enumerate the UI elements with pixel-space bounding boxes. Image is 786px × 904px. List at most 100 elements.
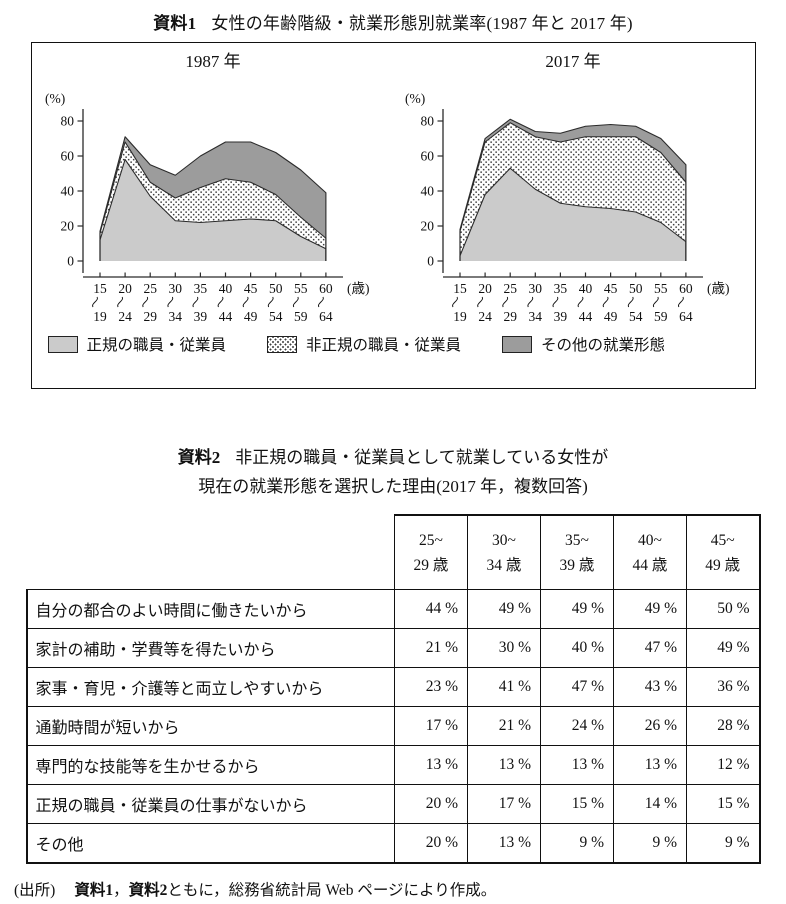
- x-tick-label-from: 30: [528, 281, 542, 296]
- x-tick-label-from: 55: [654, 281, 668, 296]
- table-blank-corner-cell: [26, 515, 395, 591]
- reason-value-cell: 47 %: [540, 667, 614, 708]
- x-tick-label-from: 15: [453, 281, 467, 296]
- x-tick-label-from: 25: [503, 281, 517, 296]
- reason-value-cell: 49 %: [686, 628, 761, 669]
- age-header-line2: 39 歳: [559, 556, 595, 574]
- chart-plot-1987: 0 20 40 60 80 (%) 15 19 20 24 25 29 30 34 35 39 40 44 45 49…: [37, 73, 390, 325]
- reason-value-cell: 26 %: [613, 706, 687, 747]
- area-other-employment-outline: [458, 118, 686, 261]
- x-tick-label-from: 50: [268, 281, 282, 296]
- reason-value-cell: 13 %: [613, 745, 687, 786]
- x-tick-label-to: 39: [553, 309, 567, 324]
- reason-value-cell: 9 %: [540, 823, 614, 865]
- y-tick-label: 0: [427, 254, 434, 269]
- x-axis-unit-label: (歳): [347, 281, 370, 296]
- reason-value-cell: 24 %: [540, 706, 614, 747]
- reason-label-cell: 家計の補助・学費等を得たいから: [25, 628, 395, 669]
- reason-label-cell: その他: [25, 823, 395, 865]
- y-axis-unit-label: (%): [45, 91, 65, 106]
- age-header-line2: 44 歳: [632, 556, 668, 574]
- age-column-header: 45~ 49 歳: [686, 514, 761, 591]
- age-column-header: 40~ 44 歳: [613, 514, 687, 591]
- y-axis-unit-label: (%): [405, 91, 425, 106]
- x-tick-label-to: 44: [218, 309, 232, 324]
- x-tick-label-from: 15: [93, 281, 107, 296]
- chart-title-1987: 1987 年: [185, 52, 241, 71]
- area-regular-employees: [459, 168, 686, 261]
- x-tick-label-to: 34: [528, 309, 542, 324]
- shiryo2-title-line1: 非正規の職員・従業員として就業している女性が: [235, 448, 609, 467]
- legend-item-dots: 非正規の職員・従業員: [267, 333, 461, 355]
- area-nonregular-employees-outline: [458, 122, 686, 261]
- y-tick-label: 80: [60, 114, 74, 129]
- range-wave-glyph: [317, 296, 324, 308]
- shiryo2-label: 資料2: [177, 448, 221, 467]
- x-tick-label-from: 55: [294, 281, 308, 296]
- age-column-header: 25~ 29 歳: [394, 514, 468, 591]
- source-rest: ともに，総務省統計局 Web ページにより作成。: [167, 882, 497, 900]
- figure-box: 1987 年 0 20 40 60 80 (%) 15 19 20 24 25 29 30 34 35 39 4…: [30, 42, 756, 389]
- x-tick-label-to: 54: [268, 309, 282, 324]
- age-header-line1: 35~: [565, 531, 589, 549]
- reason-value-cell: 21 %: [467, 706, 541, 747]
- reason-label-cell: 自分の都合のよい時間に働きたいから: [25, 589, 395, 630]
- age-header-line1: 25~: [419, 531, 443, 549]
- age-header-line1: 30~: [492, 531, 516, 549]
- range-wave-glyph: [677, 296, 684, 308]
- area-regular-employees-outline: [458, 167, 686, 261]
- x-tick-label-from: 60: [319, 281, 333, 296]
- legend-item-other: その他の就業形態: [502, 333, 665, 355]
- charts-row: 1987 年 0 20 40 60 80 (%) 15 19 20 24 25 29 30 34 35 39 4…: [32, 50, 755, 325]
- shiryo2-heading-line1: 資料2 非正規の職員・従業員として就業している女性が: [0, 443, 786, 472]
- reason-value-cell: 12 %: [686, 745, 761, 786]
- range-wave-glyph: [652, 296, 659, 308]
- age-header-line2: 29 歳: [413, 556, 449, 574]
- y-tick-label: 60: [420, 149, 434, 164]
- table-row: 通勤時間が短いから 17 % 21 % 24 % 26 % 28 %: [25, 706, 761, 747]
- reason-value-cell: 13 %: [540, 745, 614, 786]
- legend-label: 非正規の職員・従業員: [306, 337, 462, 354]
- range-wave-glyph: [217, 296, 223, 308]
- x-tick-label-to: 54: [628, 309, 642, 324]
- reason-value-cell: 44 %: [394, 589, 468, 630]
- source-shiryo2-label: 資料2: [128, 882, 168, 900]
- x-tick-label-from: 40: [578, 281, 592, 296]
- area-chart-svg: 0 20 40 60 80 (%) 15 19 20 24 25 29 30 34 35 39 40 44 45 49…: [45, 91, 370, 324]
- x-tick-label-from: 50: [628, 281, 642, 296]
- x-tick-label-from: 30: [168, 281, 182, 296]
- reason-value-cell: 36 %: [686, 667, 761, 708]
- x-tick-label-to: 19: [453, 309, 467, 324]
- chart-2017: 2017 年 0 20 40 60 80 (%) 15 19 20 24 25 29 30 34 35 39 4…: [397, 50, 750, 325]
- x-tick-label-to: 59: [654, 309, 668, 324]
- x-tick-label-to: 34: [168, 309, 182, 324]
- x-tick-label-to: 59: [294, 309, 308, 324]
- reason-value-cell: 49 %: [540, 589, 614, 630]
- range-wave-glyph: [552, 296, 558, 308]
- range-wave-glyph: [91, 296, 98, 308]
- x-tick-label-to: 24: [118, 309, 132, 324]
- chart-title-2017: 2017 年: [545, 52, 601, 71]
- reason-value-cell: 21 %: [394, 628, 468, 669]
- age-header-line2: 34 歳: [486, 556, 522, 574]
- range-wave-glyph: [141, 296, 148, 308]
- range-wave-glyph: [451, 296, 458, 308]
- range-wave-glyph: [501, 296, 508, 308]
- x-tick-label-from: 40: [218, 281, 232, 296]
- reason-value-cell: 17 %: [394, 706, 468, 747]
- y-tick-label: 20: [420, 219, 434, 234]
- table-row: 正規の職員・従業員の仕事がないから 20 % 17 % 15 % 14 % 15 %: [25, 784, 761, 825]
- reason-label-cell: 通勤時間が短いから: [25, 706, 395, 747]
- x-tick-label-to: 64: [319, 309, 333, 324]
- reason-value-cell: 40 %: [540, 628, 614, 669]
- reason-value-cell: 47 %: [613, 628, 687, 669]
- area-regular-employees: [99, 159, 326, 261]
- legend-swatch-regular: [47, 335, 78, 353]
- reason-label-cell: 正規の職員・従業員の仕事がないから: [25, 784, 395, 825]
- reason-value-cell: 17 %: [467, 784, 541, 825]
- reason-value-cell: 13 %: [467, 823, 541, 865]
- chart-plot-2017: 0 20 40 60 80 (%) 15 19 20 24 25 29 30 34 35 39 40 44 45 49…: [397, 73, 750, 325]
- reason-value-cell: 13 %: [394, 745, 468, 786]
- reasons-table: 25~ 29 歳 30~ 34 歳 35~ 39 歳 40~ 44 歳 45~ 49 歳 自分の都…: [25, 514, 761, 865]
